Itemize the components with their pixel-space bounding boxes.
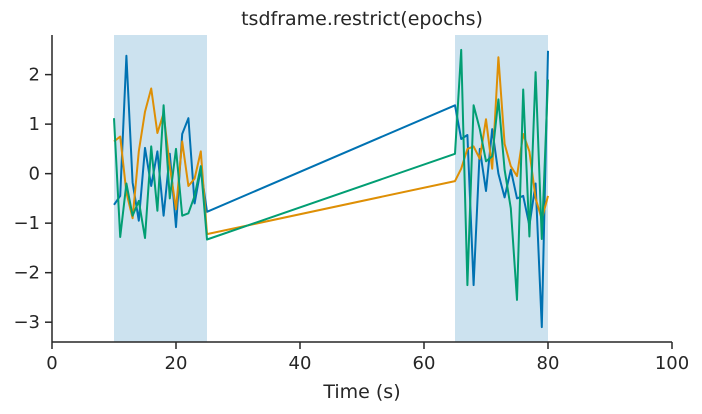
- y-tick-label: 1: [29, 114, 40, 135]
- axes: 0 20 40 60 80 100 −3 −2 −1 0 1 2: [13, 35, 689, 374]
- y-tick-label: −1: [13, 213, 40, 234]
- x-tick-label: 100: [655, 353, 689, 374]
- x-tick-label: 20: [165, 353, 188, 374]
- x-tick-label: 0: [46, 353, 57, 374]
- series-line-1: [113, 50, 549, 329]
- y-tick-label: −3: [13, 312, 40, 333]
- chart-title: tsdframe.restrict(epochs): [241, 8, 483, 30]
- x-tick-label: 60: [413, 353, 436, 374]
- series-line-2: [113, 56, 549, 236]
- series-lines: [113, 48, 549, 329]
- series-line-3: [113, 48, 549, 301]
- y-tick-label: −2: [13, 263, 40, 284]
- x-tick-label: 80: [537, 353, 560, 374]
- x-axis-title: Time (s): [322, 381, 400, 403]
- y-tick-label: 2: [29, 65, 40, 86]
- x-tick-label: 40: [289, 353, 312, 374]
- y-tick-label: 0: [29, 164, 40, 185]
